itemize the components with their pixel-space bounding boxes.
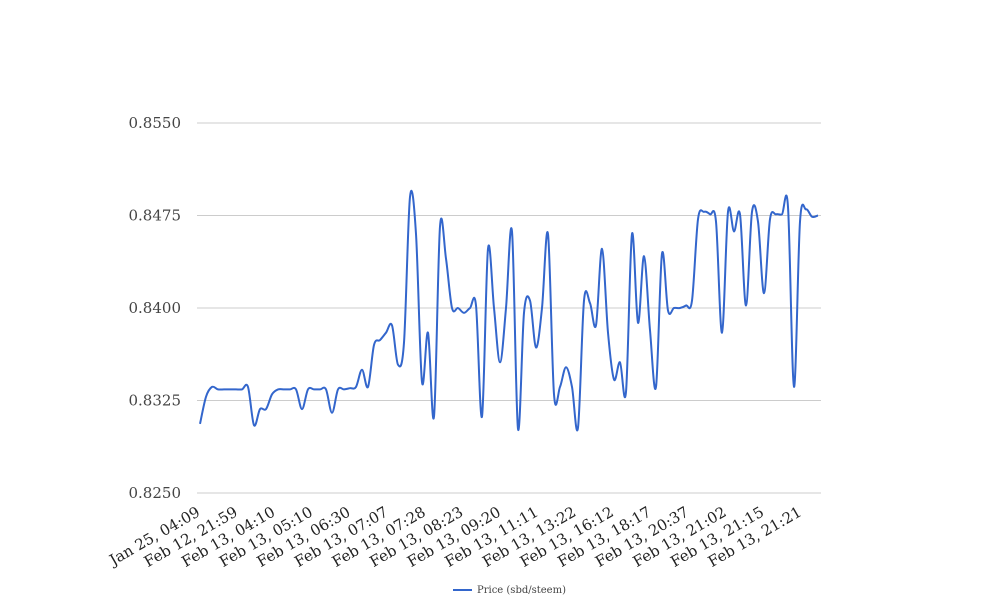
y-tick-label: 0.8400 — [129, 299, 182, 317]
legend-label: Price (sbd/steem) — [477, 585, 566, 596]
y-tick-label: 0.8550 — [129, 114, 182, 132]
y-tick-label: 0.8325 — [129, 392, 182, 410]
legend: Price (sbd/steem) — [453, 585, 566, 596]
y-axis-ticks: 0.8550 0.8475 0.8400 0.8325 0.8250 — [129, 114, 182, 502]
y-tick-label: 0.8475 — [129, 207, 182, 225]
series-layer — [199, 189, 819, 432]
series-line-price — [199, 189, 819, 432]
y-tick-label: 0.8250 — [129, 484, 182, 502]
gridlines — [197, 122, 821, 494]
